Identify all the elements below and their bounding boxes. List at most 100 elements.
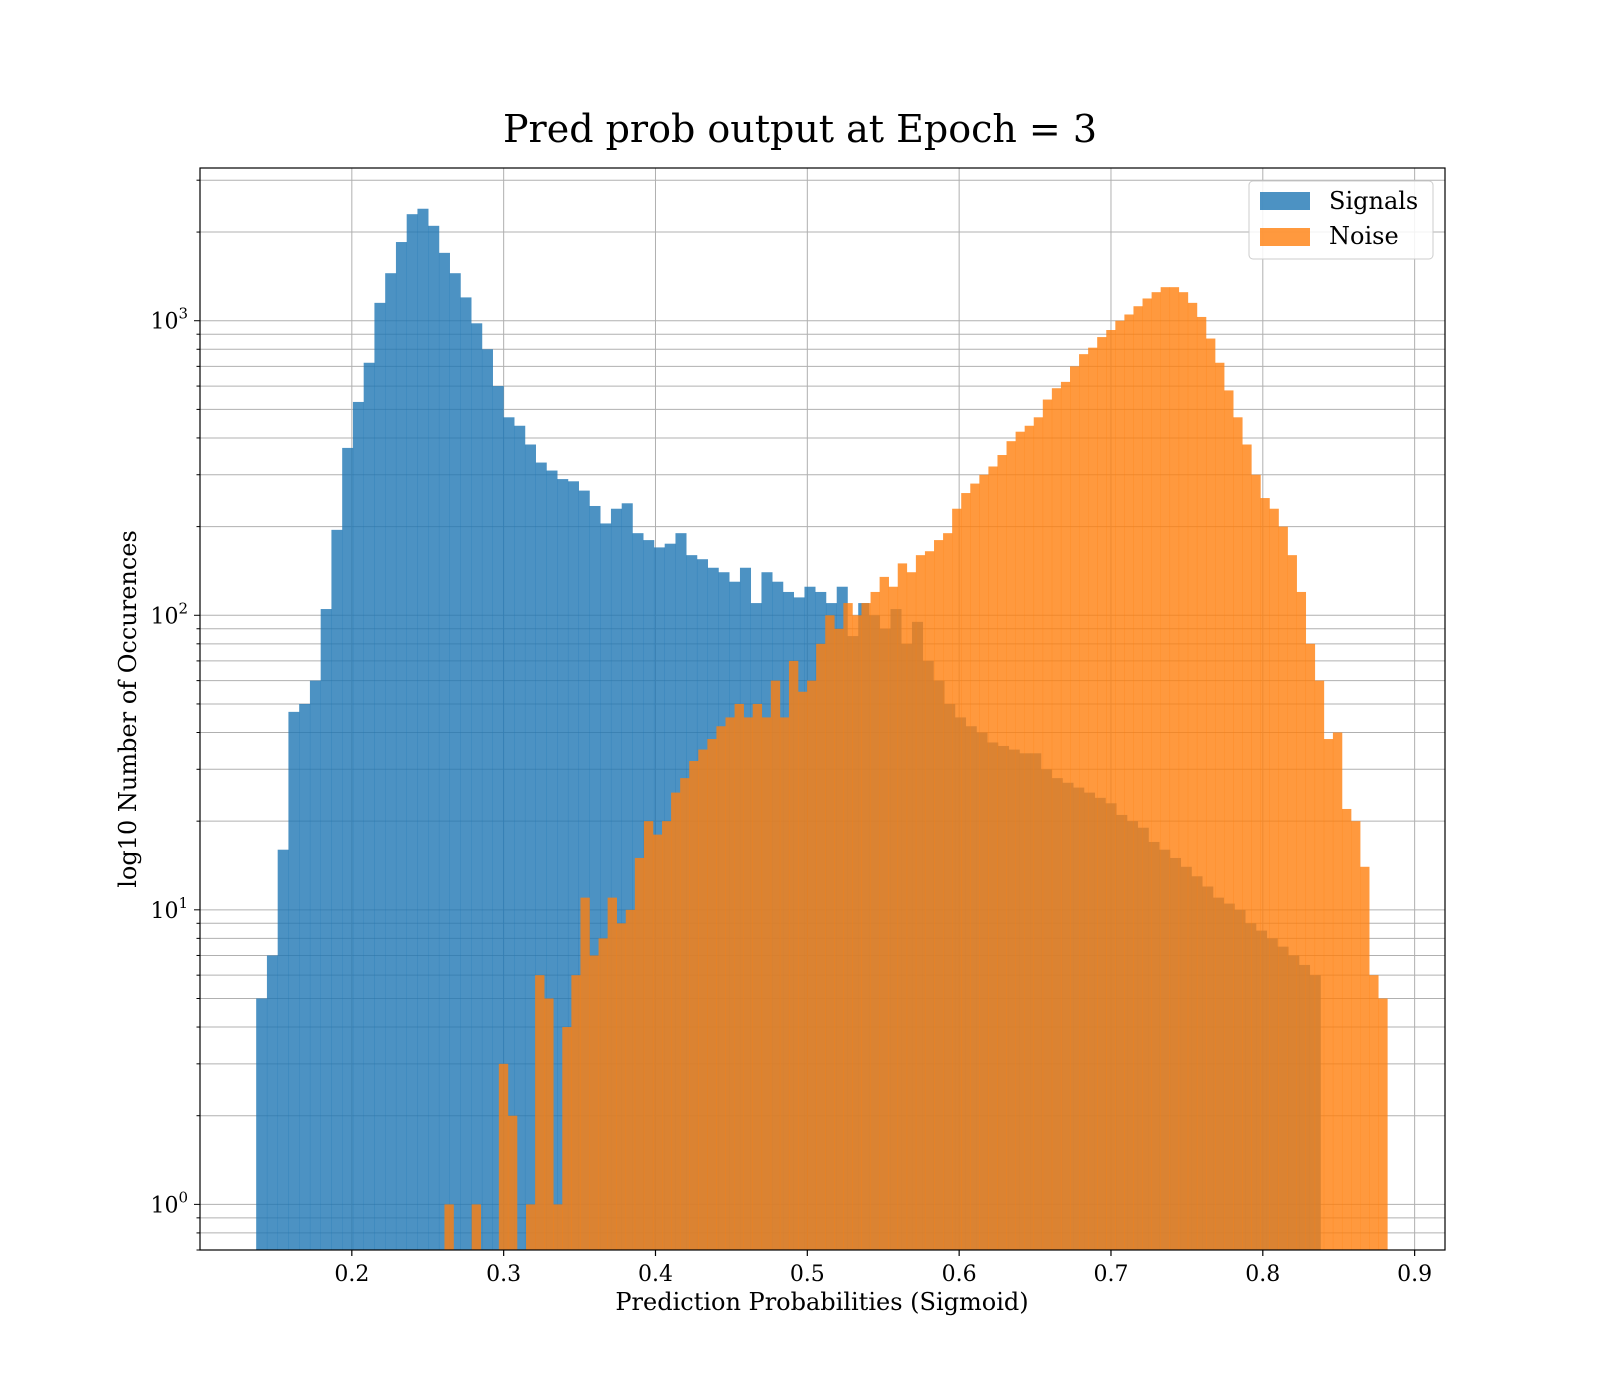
signals-bar	[621, 503, 633, 1250]
signals-bar	[331, 529, 343, 1250]
signals-bar	[309, 680, 321, 1250]
y-tick-label: 100	[150, 1188, 188, 1218]
signals-bar	[471, 323, 483, 1250]
noise-bar	[698, 749, 708, 1250]
x-tick-label: 0.8	[1245, 1262, 1280, 1287]
signals-bar	[535, 462, 547, 1250]
noise-bar	[825, 615, 835, 1250]
noise-bar	[1015, 431, 1025, 1250]
noise-bar	[897, 563, 908, 1250]
signals-bar	[567, 481, 579, 1250]
noise-bar	[1178, 292, 1189, 1250]
noise-bar	[616, 923, 627, 1250]
noise-bar	[1233, 417, 1243, 1250]
noise-bar	[680, 778, 690, 1250]
noise-bar	[1160, 287, 1171, 1250]
signals-bar	[428, 225, 440, 1250]
noise-bar	[879, 576, 889, 1250]
noise-bar	[1051, 388, 1062, 1251]
signals-bar	[256, 998, 268, 1250]
signals-bar	[460, 297, 472, 1250]
plot-frame	[199, 167, 1446, 1251]
y-axis-label: log10 Number of Occurences	[114, 530, 142, 888]
x-tick-label: 0.2	[334, 1262, 369, 1287]
noise-bar	[1351, 821, 1361, 1250]
noise-bar	[1060, 381, 1071, 1250]
signals-bar	[385, 273, 397, 1250]
noise-bar	[1251, 474, 1261, 1250]
noise-bar	[652, 834, 663, 1250]
noise-bar	[1106, 330, 1116, 1250]
noise-bar	[1024, 425, 1035, 1250]
noise-bar	[1187, 302, 1198, 1251]
noise-bar	[1115, 320, 1125, 1251]
y-tick-label: 103	[150, 305, 188, 335]
noise-bar	[870, 591, 880, 1250]
signals-bar	[492, 386, 504, 1250]
noise-bar	[716, 726, 726, 1250]
noise-bar	[834, 628, 844, 1250]
noise-bar	[970, 483, 980, 1250]
noise-bar	[553, 1204, 563, 1250]
noise-bar	[1360, 866, 1370, 1250]
signals-bar	[363, 362, 375, 1250]
noise-bar	[662, 821, 672, 1250]
noise-bar	[471, 1204, 482, 1250]
y-tick-label: 102	[150, 599, 188, 629]
noise-bar	[1378, 998, 1388, 1250]
noise-bar	[788, 660, 799, 1250]
signals-bar	[546, 470, 558, 1250]
chart-title: Pred prob output at Epoch = 3	[503, 107, 1097, 151]
noise-bar	[1169, 287, 1180, 1250]
noise-bar	[1260, 498, 1270, 1250]
noise-bar	[580, 897, 590, 1250]
x-tick-label: 0.7	[1093, 1262, 1128, 1287]
legend: Signals Noise	[1248, 180, 1434, 260]
signals-bar	[406, 214, 418, 1251]
noise-bar	[952, 508, 962, 1251]
noise-bar	[1269, 508, 1279, 1251]
noise-bar	[1242, 444, 1252, 1250]
noise-bar	[562, 1027, 572, 1250]
noise-bar	[1287, 555, 1297, 1250]
noise-bar	[779, 717, 790, 1250]
noise-bar	[589, 955, 599, 1250]
noise-bar	[1278, 526, 1288, 1250]
noise-bar	[571, 975, 581, 1250]
noise-bar	[1042, 399, 1053, 1250]
noise-bar	[798, 691, 808, 1250]
x-axis-label: Prediction Probabilities (Sigmoid)	[615, 1288, 1028, 1316]
noise-bar	[1296, 591, 1307, 1250]
noise-bar	[1006, 441, 1016, 1250]
noise-bar	[734, 703, 744, 1250]
noise-bar	[979, 474, 989, 1250]
noise-bar	[1079, 354, 1089, 1250]
noise-bar	[1224, 390, 1234, 1250]
noise-series	[444, 287, 1388, 1251]
x-tick-label: 0.5	[790, 1262, 825, 1287]
noise-bar	[498, 1063, 509, 1250]
noise-bar	[1369, 975, 1379, 1250]
signals-bar	[266, 955, 278, 1250]
noise-bar	[1305, 643, 1316, 1250]
noise-bar	[1341, 808, 1352, 1250]
noise-bar	[607, 897, 617, 1250]
noise-bar	[743, 717, 753, 1250]
signals-bar	[449, 273, 461, 1250]
noise-bar	[535, 975, 545, 1250]
noise-bar	[1323, 739, 1334, 1250]
noise-bar	[752, 703, 763, 1250]
noise-bar	[770, 680, 781, 1250]
signals-bar	[438, 252, 450, 1251]
y-tick-label: 101	[150, 894, 188, 924]
signals-bar	[600, 523, 612, 1250]
noise-bar	[625, 909, 636, 1250]
noise-bar	[861, 603, 871, 1250]
noise-bar	[1314, 680, 1325, 1250]
noise-bar	[943, 533, 953, 1250]
x-tick-label: 0.3	[486, 1262, 521, 1287]
signals-bar	[514, 425, 526, 1250]
noise-bar	[1142, 298, 1152, 1251]
noise-bar	[1205, 338, 1216, 1250]
